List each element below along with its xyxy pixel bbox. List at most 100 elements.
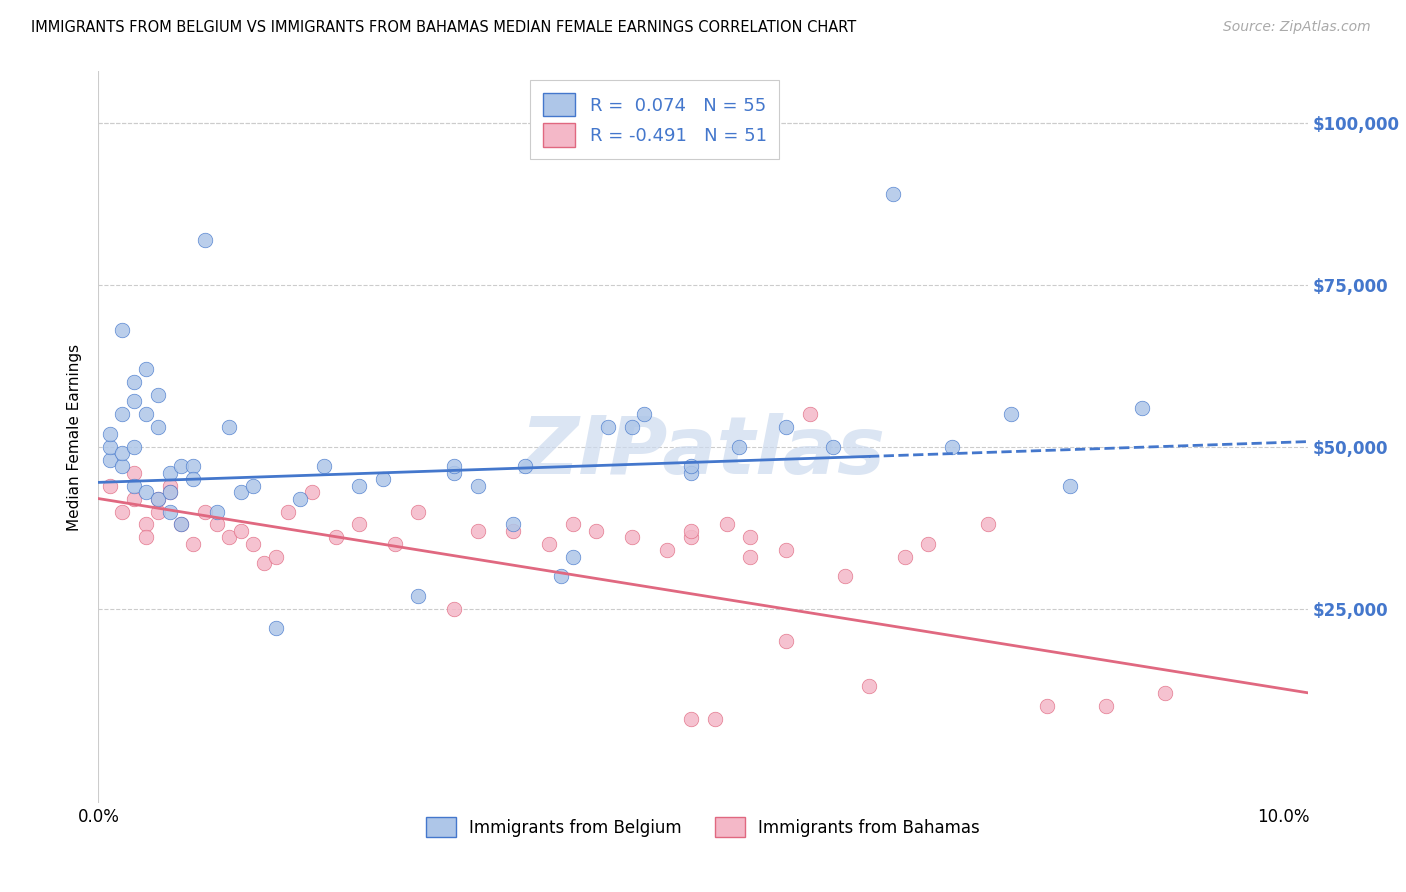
Point <box>467 524 489 538</box>
Point <box>371 472 394 486</box>
Point <box>585 524 607 538</box>
Point <box>347 478 370 492</box>
Point <box>537 537 560 551</box>
Point <box>135 362 157 376</box>
Point <box>1000 408 1022 422</box>
Point <box>229 485 252 500</box>
Point <box>550 569 572 583</box>
Point <box>159 478 181 492</box>
Point <box>146 491 169 506</box>
Point <box>681 459 703 474</box>
Point <box>181 472 204 486</box>
Point <box>443 459 465 474</box>
Point <box>159 485 181 500</box>
Point <box>657 543 679 558</box>
Point <box>122 440 145 454</box>
Point <box>111 408 134 422</box>
Point <box>1095 698 1118 713</box>
Point <box>159 485 181 500</box>
Point <box>1154 686 1177 700</box>
Point <box>194 504 217 518</box>
Point <box>740 549 762 564</box>
Point <box>893 549 915 564</box>
Point <box>681 524 703 538</box>
Point <box>443 466 465 480</box>
Point <box>301 485 323 500</box>
Point <box>561 517 583 532</box>
Point <box>98 426 121 441</box>
Point <box>122 394 145 409</box>
Point <box>834 569 856 583</box>
Point <box>170 459 193 474</box>
Point <box>917 537 939 551</box>
Point <box>277 504 299 518</box>
Point <box>205 517 228 532</box>
Point <box>976 517 998 532</box>
Point <box>502 524 524 538</box>
Point <box>194 233 217 247</box>
Point <box>1059 478 1081 492</box>
Point <box>408 589 430 603</box>
Point <box>515 459 537 474</box>
Point <box>98 478 121 492</box>
Point <box>384 537 406 551</box>
Y-axis label: Median Female Earnings: Median Female Earnings <box>67 343 83 531</box>
Point <box>218 420 240 434</box>
Point <box>170 517 193 532</box>
Point <box>146 504 169 518</box>
Point <box>135 530 157 544</box>
Point <box>111 504 134 518</box>
Point <box>703 712 725 726</box>
Point <box>146 420 169 434</box>
Point <box>242 478 264 492</box>
Point <box>799 408 821 422</box>
Point <box>325 530 347 544</box>
Point <box>242 537 264 551</box>
Point <box>620 530 643 544</box>
Point <box>823 440 845 454</box>
Point <box>443 601 465 615</box>
Legend: Immigrants from Belgium, Immigrants from Bahamas: Immigrants from Belgium, Immigrants from… <box>418 809 988 846</box>
Point <box>941 440 963 454</box>
Point <box>111 459 134 474</box>
Point <box>264 549 287 564</box>
Point <box>264 621 287 635</box>
Text: Source: ZipAtlas.com: Source: ZipAtlas.com <box>1223 20 1371 34</box>
Point <box>347 517 370 532</box>
Point <box>135 517 157 532</box>
Point <box>111 323 134 337</box>
Point <box>181 459 204 474</box>
Point <box>681 712 703 726</box>
Point <box>882 187 904 202</box>
Point <box>620 420 643 434</box>
Point <box>111 446 134 460</box>
Point <box>205 504 228 518</box>
Point <box>502 517 524 532</box>
Point <box>218 530 240 544</box>
Point <box>122 491 145 506</box>
Point <box>159 466 181 480</box>
Point <box>146 491 169 506</box>
Point <box>681 466 703 480</box>
Point <box>775 420 797 434</box>
Point <box>122 478 145 492</box>
Point <box>135 485 157 500</box>
Point <box>727 440 749 454</box>
Point <box>253 557 276 571</box>
Point <box>740 530 762 544</box>
Point <box>159 504 181 518</box>
Point <box>170 517 193 532</box>
Point <box>775 634 797 648</box>
Point <box>122 375 145 389</box>
Point <box>146 388 169 402</box>
Point <box>858 679 880 693</box>
Point <box>122 466 145 480</box>
Point <box>1130 401 1153 415</box>
Point <box>681 530 703 544</box>
Text: IMMIGRANTS FROM BELGIUM VS IMMIGRANTS FROM BAHAMAS MEDIAN FEMALE EARNINGS CORREL: IMMIGRANTS FROM BELGIUM VS IMMIGRANTS FR… <box>31 20 856 35</box>
Point <box>98 440 121 454</box>
Point <box>181 537 204 551</box>
Point <box>467 478 489 492</box>
Point <box>716 517 738 532</box>
Point <box>135 408 157 422</box>
